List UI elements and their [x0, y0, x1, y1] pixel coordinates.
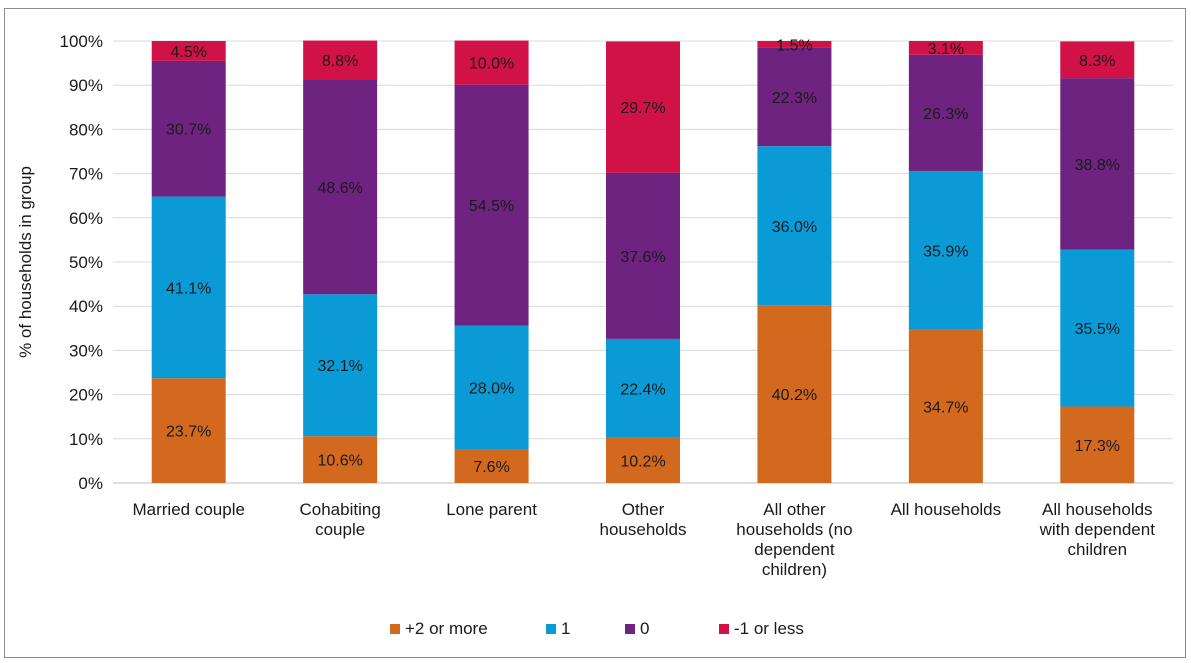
x-category-label: All households	[891, 500, 1002, 519]
bar-segment	[757, 47, 832, 147]
bar-segment	[606, 172, 680, 339]
y-tick-label: 40%	[69, 297, 103, 316]
bar-segment	[454, 40, 529, 85]
x-category-label: All other	[763, 500, 826, 519]
x-category-label: dependent	[754, 540, 835, 559]
data-label: 35.5%	[1075, 321, 1120, 338]
bar-segment	[1060, 78, 1135, 250]
legend-swatch	[546, 624, 556, 634]
data-label: 1.5%	[776, 37, 812, 54]
data-label: 35.9%	[923, 243, 968, 260]
legend-label: 0	[640, 619, 649, 638]
x-category-label: Married couple	[132, 500, 244, 519]
x-category-label: couple	[315, 520, 365, 539]
y-tick-label: 90%	[69, 76, 103, 95]
bar-segment	[1060, 406, 1135, 483]
bar-segment	[454, 84, 529, 326]
x-category-label: children)	[762, 560, 827, 579]
data-label: 34.7%	[923, 399, 968, 416]
data-label: 38.8%	[1075, 157, 1120, 174]
data-label: 10.6%	[317, 453, 362, 470]
data-label: 17.3%	[1075, 438, 1120, 455]
legend-swatch	[390, 624, 400, 634]
bar-segment	[757, 41, 832, 48]
bar-segment	[1060, 41, 1135, 79]
x-category-label: Lone parent	[446, 500, 537, 519]
y-tick-label: 50%	[69, 253, 103, 272]
bar-segment	[151, 60, 226, 197]
data-label: 28.0%	[469, 381, 514, 398]
bar-segment	[908, 41, 983, 55]
y-axis-label: % of households in group	[16, 166, 35, 358]
legend: +2 or more 1 0 -1 or less	[390, 619, 804, 638]
data-label: 29.7%	[620, 100, 665, 117]
data-label: 40.2%	[772, 387, 817, 404]
bar-segment	[757, 305, 832, 483]
x-category-label: children	[1068, 540, 1128, 559]
legend-label: +2 or more	[405, 619, 488, 638]
bars: 23.7% 41.1% 30.7% 4.5% 10.6% 32.1% 48.6% 8.8% 7.…	[151, 37, 1135, 483]
data-label: 37.6%	[620, 249, 665, 266]
data-label: 30.7%	[166, 122, 211, 139]
y-tick-label: 20%	[69, 386, 103, 405]
data-label: 48.6%	[317, 180, 362, 197]
y-tick-label: 30%	[69, 341, 103, 360]
bar-segment	[908, 54, 983, 171]
bar-segment	[454, 325, 529, 450]
legend-swatch	[719, 624, 729, 634]
legend-swatch	[625, 624, 635, 634]
x-category-label: households	[600, 520, 687, 539]
bar-segment	[303, 79, 378, 295]
chart-frame: 0% 10% 20% 30% 40% 50% 60% 70% 80% 90% 100% % of h…	[4, 8, 1186, 658]
y-tick-label: 70%	[69, 165, 103, 184]
data-label: 22.4%	[620, 381, 665, 398]
x-category-label: Other	[622, 500, 665, 519]
x-category-label: with dependent	[1039, 520, 1156, 539]
data-label: 36.0%	[772, 219, 817, 236]
legend-label: 1	[561, 619, 570, 638]
data-label: 8.8%	[322, 53, 358, 70]
legend-label: -1 or less	[734, 619, 804, 638]
x-category-label: households (no	[736, 520, 852, 539]
data-label: 7.6%	[473, 459, 509, 476]
x-category-label: Cohabiting	[300, 500, 381, 519]
y-axis-ticks: 0% 10% 20% 30% 40% 50% 60% 70% 80% 90% 100%	[60, 32, 103, 493]
bar-segment	[303, 40, 378, 80]
data-label: 10.2%	[620, 453, 665, 470]
data-label: 54.5%	[469, 198, 514, 215]
bar-segment	[1060, 249, 1135, 407]
data-label: 23.7%	[166, 424, 211, 441]
bar-segment	[606, 41, 680, 173]
bar-segment	[151, 196, 226, 379]
bar-segment	[151, 41, 226, 61]
y-tick-label: 100%	[60, 32, 103, 51]
y-tick-label: 10%	[69, 430, 103, 449]
data-label: 8.3%	[1079, 53, 1115, 70]
bar-segment	[908, 170, 983, 330]
data-label: 32.1%	[317, 358, 362, 375]
bar-segment	[606, 338, 680, 438]
data-label: 26.3%	[923, 106, 968, 123]
x-category-label: All households	[1042, 500, 1153, 519]
y-tick-label: 80%	[69, 120, 103, 139]
bar-segment	[151, 378, 226, 483]
y-tick-label: 0%	[78, 474, 103, 493]
data-label: 3.1%	[928, 41, 964, 58]
data-label: 22.3%	[772, 90, 817, 107]
data-label: 10.0%	[469, 56, 514, 73]
stacked-bar-chart: 0% 10% 20% 30% 40% 50% 60% 70% 80% 90% 100% % of h…	[16, 32, 1173, 638]
data-label: 4.5%	[170, 44, 206, 61]
bar-segment	[303, 436, 378, 483]
bar-segment	[606, 437, 680, 483]
bar-segment	[303, 294, 378, 437]
bar-segment	[757, 146, 832, 306]
bar-segment	[908, 329, 983, 483]
y-tick-label: 60%	[69, 209, 103, 228]
bar-segment	[454, 449, 529, 483]
data-label: 41.1%	[166, 280, 211, 297]
